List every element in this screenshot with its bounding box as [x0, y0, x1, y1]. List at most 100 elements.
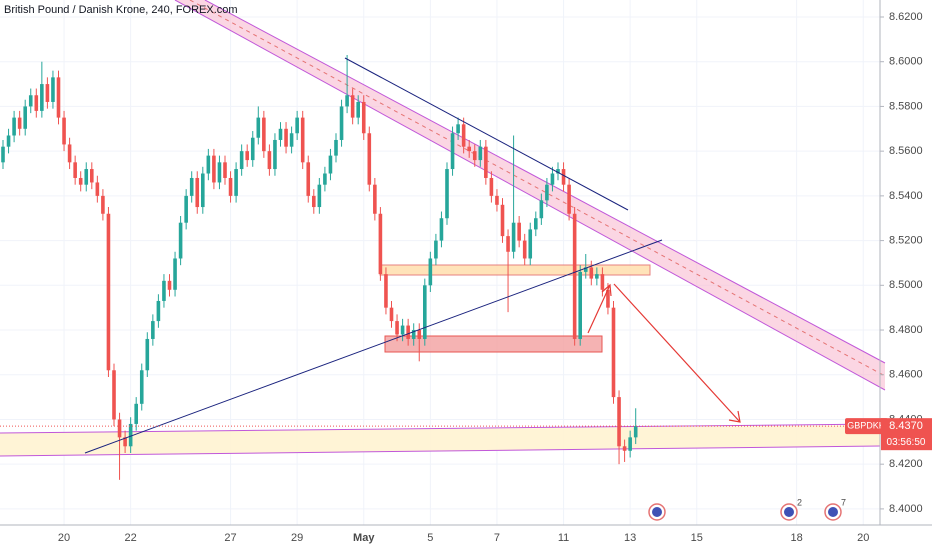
candle-body — [217, 162, 222, 183]
x-tick-label: 27 — [224, 532, 236, 544]
candle-body — [28, 95, 33, 107]
x-tick-label: 20 — [58, 532, 70, 544]
candle-body — [234, 169, 238, 196]
candle-body — [167, 280, 172, 290]
last-price-bg — [881, 418, 932, 451]
x-tick-label: 22 — [125, 532, 137, 544]
x-tick-label: 13 — [624, 532, 636, 544]
candle-body — [45, 84, 50, 102]
candle-body — [117, 419, 122, 438]
candle-body — [450, 133, 455, 170]
candle-body — [106, 213, 111, 371]
candle-body — [628, 437, 632, 451]
candle-body — [223, 162, 227, 178]
y-tick-label: 8.4200 — [889, 458, 923, 470]
x-tick-label: 11 — [558, 532, 569, 544]
candle-body — [534, 218, 538, 230]
candle-body — [289, 133, 294, 147]
candle-body — [439, 218, 444, 241]
resistance-zone — [379, 264, 651, 276]
drawings — [84, 57, 741, 454]
arrow — [587, 284, 611, 334]
countdown: 03:56:50 — [887, 437, 926, 448]
x-tick-label: 20 — [857, 532, 869, 544]
candle-body — [51, 77, 55, 102]
candle-body — [445, 169, 449, 219]
candle-body — [178, 222, 183, 259]
x-tick-label: May — [353, 532, 375, 544]
symbol-label: GBPDKK — [847, 421, 885, 431]
candle-body — [583, 267, 588, 272]
candle-body — [373, 184, 377, 214]
candle-body — [434, 240, 438, 259]
candle-body — [239, 151, 244, 170]
candle-body — [262, 117, 266, 152]
candle-body — [173, 258, 177, 290]
candle-body — [484, 146, 488, 178]
candle-body — [56, 77, 61, 118]
candle-body — [17, 117, 22, 129]
channel-line — [174, 0, 886, 391]
candle-body — [350, 95, 355, 118]
arrow — [613, 283, 741, 423]
candle-body — [550, 173, 555, 185]
candle-body — [539, 200, 544, 219]
candle-body — [156, 300, 161, 322]
candle-body — [228, 177, 233, 196]
candle-body — [90, 169, 94, 183]
candle-body — [95, 182, 100, 196]
candle-body — [489, 177, 494, 196]
y-tick-label: 8.5200 — [889, 234, 923, 246]
y-tick-label: 8.4000 — [889, 503, 923, 515]
candle-body — [406, 325, 410, 339]
arrowhead — [601, 283, 612, 297]
x-tick-label: 5 — [427, 532, 433, 544]
candle-body — [317, 184, 322, 208]
support-line — [0, 445, 881, 457]
candle-body — [467, 146, 471, 152]
trendline — [344, 57, 629, 211]
candle-body — [123, 437, 127, 447]
x-tick-label: 18 — [791, 532, 803, 544]
candle-body — [456, 124, 460, 134]
candle-body — [312, 195, 316, 208]
candle-body — [73, 162, 77, 178]
candle-body — [611, 307, 616, 398]
candle-body — [567, 184, 571, 214]
candle-body — [633, 426, 638, 438]
demand-zone — [384, 335, 603, 353]
y-tick-label: 8.6000 — [889, 56, 923, 68]
arrowhead — [728, 410, 741, 423]
candle-body — [506, 236, 510, 252]
candle-body — [306, 162, 311, 196]
candle-body — [356, 101, 360, 118]
candle-body — [67, 144, 72, 163]
candle-body — [40, 84, 44, 111]
channel-mid — [189, 0, 886, 377]
candle-body — [423, 285, 427, 339]
y-tick-label: 8.5400 — [889, 190, 923, 202]
candle-body — [428, 258, 433, 286]
candle-body — [206, 155, 211, 174]
candle-body — [589, 267, 594, 279]
candle-body — [578, 271, 582, 339]
candle-body — [189, 177, 194, 196]
candle-body — [606, 289, 610, 308]
candle-body — [572, 213, 577, 339]
candle-body — [384, 274, 388, 308]
support-line — [0, 423, 881, 434]
candle-body — [139, 370, 144, 404]
event-count: 2 — [797, 497, 802, 507]
candle-body — [400, 325, 405, 335]
candle-body — [500, 204, 505, 237]
candle-body — [195, 177, 200, 208]
candle-body — [284, 128, 288, 147]
candle-body — [528, 229, 533, 259]
candle-body — [522, 240, 527, 259]
chart-title: British Pound / Danish Krone, 240, FOREX… — [4, 4, 238, 16]
candle-body — [12, 117, 16, 136]
candle-body — [511, 222, 516, 252]
candle-body — [334, 139, 338, 156]
candle-body — [478, 146, 483, 161]
candle-body — [128, 423, 133, 447]
